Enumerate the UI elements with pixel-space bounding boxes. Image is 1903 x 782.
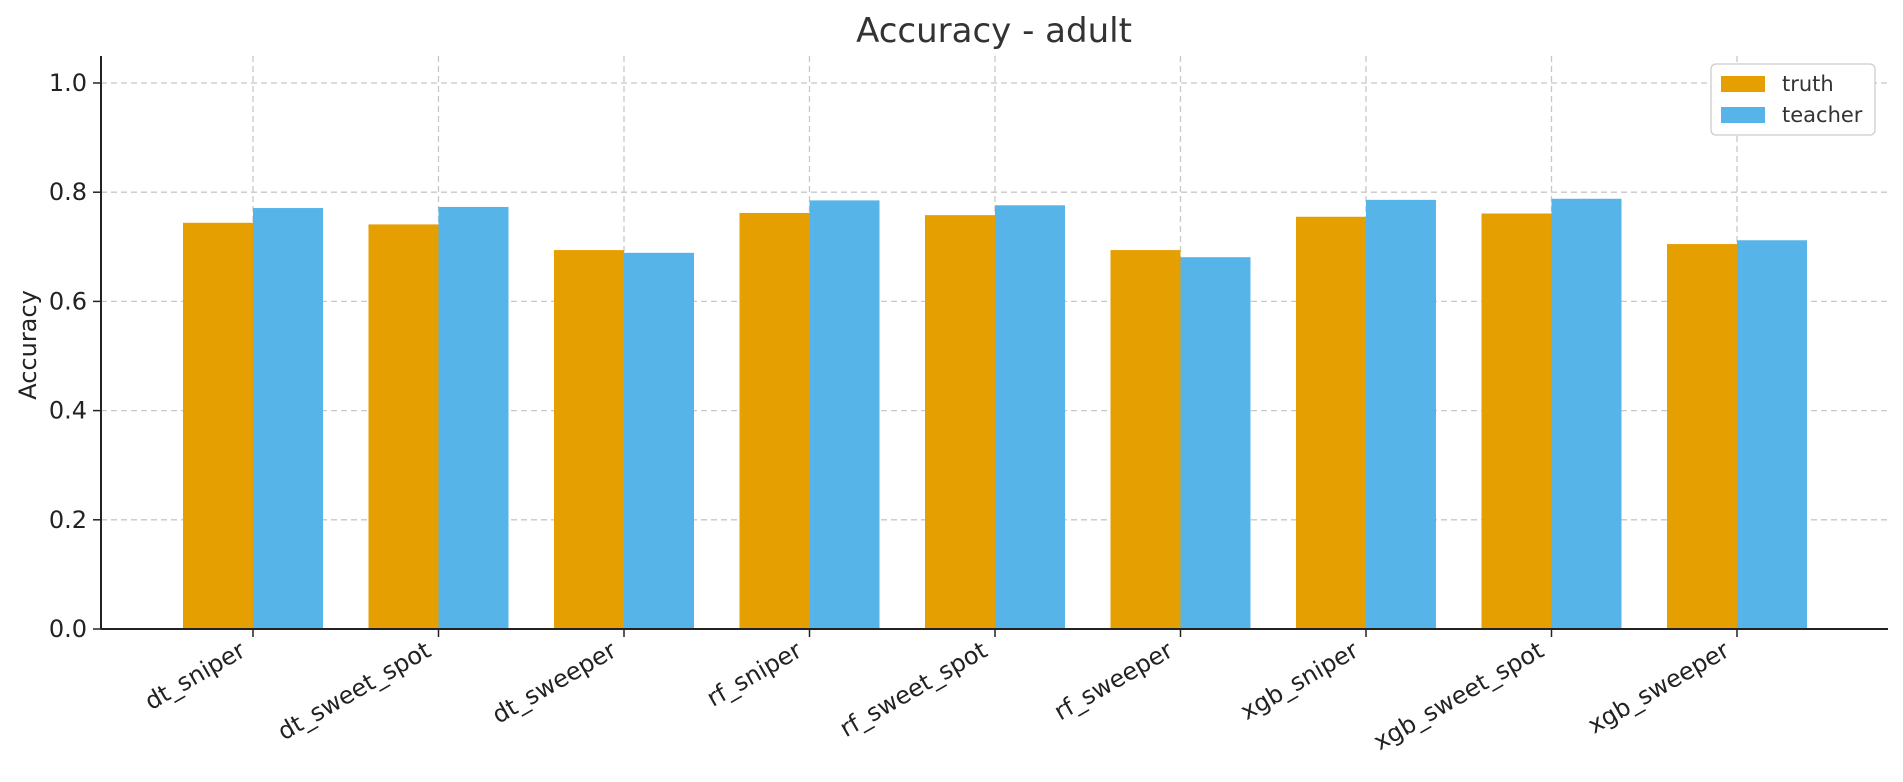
bars [183, 198, 1807, 630]
legend-swatch-truth [1721, 76, 1765, 92]
bar-truth-dt_sniper [183, 222, 253, 629]
x-tick-label: xgb_sniper [1236, 636, 1363, 726]
bar-truth-rf_sweeper [1110, 250, 1181, 630]
x-tick-label: xgb_sweeper [1583, 636, 1734, 739]
bar-truth-xgb_sniper [1296, 216, 1366, 629]
legend-label-teacher: teacher [1782, 103, 1863, 127]
bar-teacher-dt_sniper [253, 208, 323, 629]
bar-teacher-xgb_sweet_spot [1551, 198, 1622, 629]
bar-truth-rf_sweet_spot [925, 215, 995, 629]
bar-teacher-dt_sweeper [624, 252, 694, 629]
y-tick-label: 1.0 [49, 69, 87, 97]
y-tick-label: 0.0 [49, 615, 87, 643]
y-tick-label: 0.8 [49, 178, 87, 206]
x-tick-label: xgb_sweet_spot [1369, 636, 1549, 756]
y-tick-label: 0.4 [49, 397, 87, 425]
legend: truth teacher [1710, 63, 1876, 136]
bar-truth-dt_sweet_spot [368, 224, 439, 629]
y-tick-label: 0.2 [49, 506, 87, 534]
x-tick-label: dt_sweet_spot [273, 636, 436, 746]
legend-label-truth: truth [1782, 72, 1834, 96]
x-tick-label: dt_sniper [140, 636, 250, 716]
bar-truth-xgb_sweeper [1667, 244, 1737, 629]
bar-teacher-xgb_sniper [1366, 199, 1436, 629]
bar-truth-rf_sniper [739, 212, 810, 629]
legend-swatch-teacher [1721, 107, 1765, 123]
bar-teacher-dt_sweet_spot [438, 206, 509, 629]
x-tick-label: dt_sweeper [487, 636, 621, 729]
bar-teacher-rf_sniper [809, 200, 880, 629]
bar-teacher-xgb_sweeper [1737, 240, 1807, 630]
x-tick-label: rf_sweet_spot [835, 636, 992, 743]
axes [93, 56, 1888, 637]
bar-teacher-rf_sweeper [1180, 257, 1251, 629]
x-tick-labels: dt_sniper dt_sweet_spot dt_sweeper rf_snipe… [140, 636, 1734, 756]
bar-truth-xgb_sweet_spot [1481, 213, 1552, 629]
bar-truth-dt_sweeper [554, 250, 624, 630]
y-axis-label: Accuracy [14, 290, 42, 400]
y-tick-labels: 0.0 0.2 0.4 0.6 0.8 1.0 [49, 69, 87, 643]
x-tick-label: rf_sniper [702, 636, 807, 713]
x-tick-label: rf_sweeper [1049, 636, 1177, 726]
chart-title: Accuracy - adult [856, 11, 1132, 51]
y-tick-label: 0.6 [49, 287, 87, 315]
bar-teacher-rf_sweet_spot [995, 205, 1065, 629]
